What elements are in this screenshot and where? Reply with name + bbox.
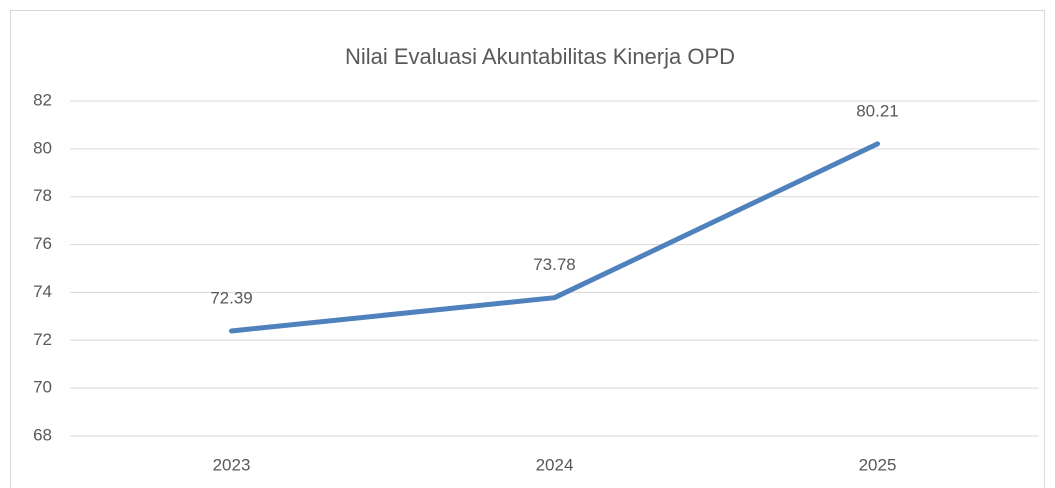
y-tick-label: 76 [33,234,52,253]
data-label: 73.78 [533,255,576,274]
x-tick-label: 2024 [536,455,574,474]
data-label: 72.39 [210,288,253,307]
data-label: 80.21 [856,101,899,120]
x-tick-label: 2025 [859,455,897,474]
line [229,141,880,334]
y-tick-label: 72 [33,330,52,349]
y-tick-label: 68 [33,425,52,444]
x-tick-label: 2023 [213,455,251,474]
y-tick-label: 78 [33,186,52,205]
y-tick-label: 70 [33,378,52,397]
y-tick-label: 80 [33,138,52,157]
chart-title: Nilai Evaluasi Akuntabilitas Kinerja OPD [345,44,735,69]
y-tick-label: 82 [33,90,52,109]
chart-border [10,10,1045,488]
y-tick-label: 74 [33,282,52,301]
